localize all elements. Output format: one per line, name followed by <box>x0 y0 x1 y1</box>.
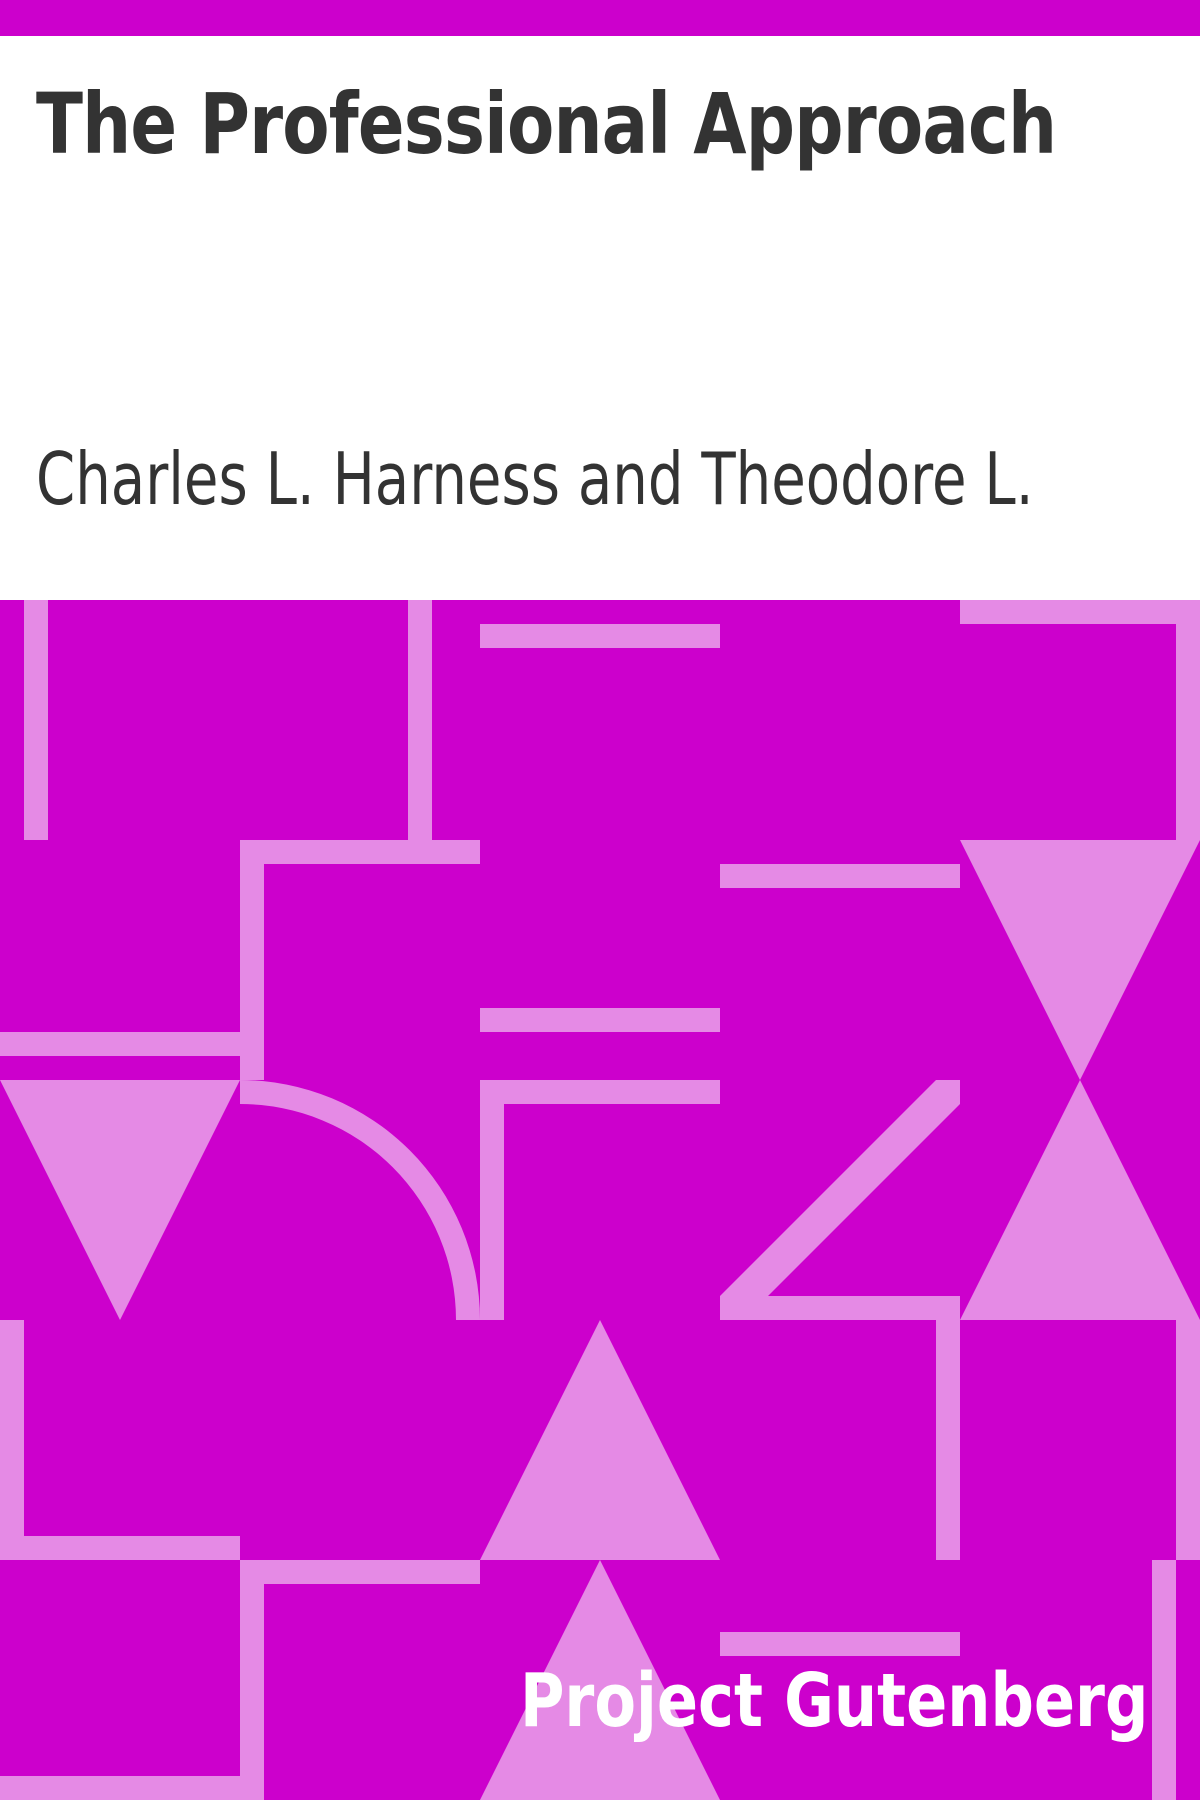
publisher-label: Project Gutenberg <box>519 1657 1148 1744</box>
book-author: Charles L. Harness and Theodore L. <box>36 437 1034 521</box>
book-title: The Professional Approach <box>36 75 1057 173</box>
cover-pattern <box>0 600 1200 1800</box>
top-accent-bar <box>0 0 1200 36</box>
